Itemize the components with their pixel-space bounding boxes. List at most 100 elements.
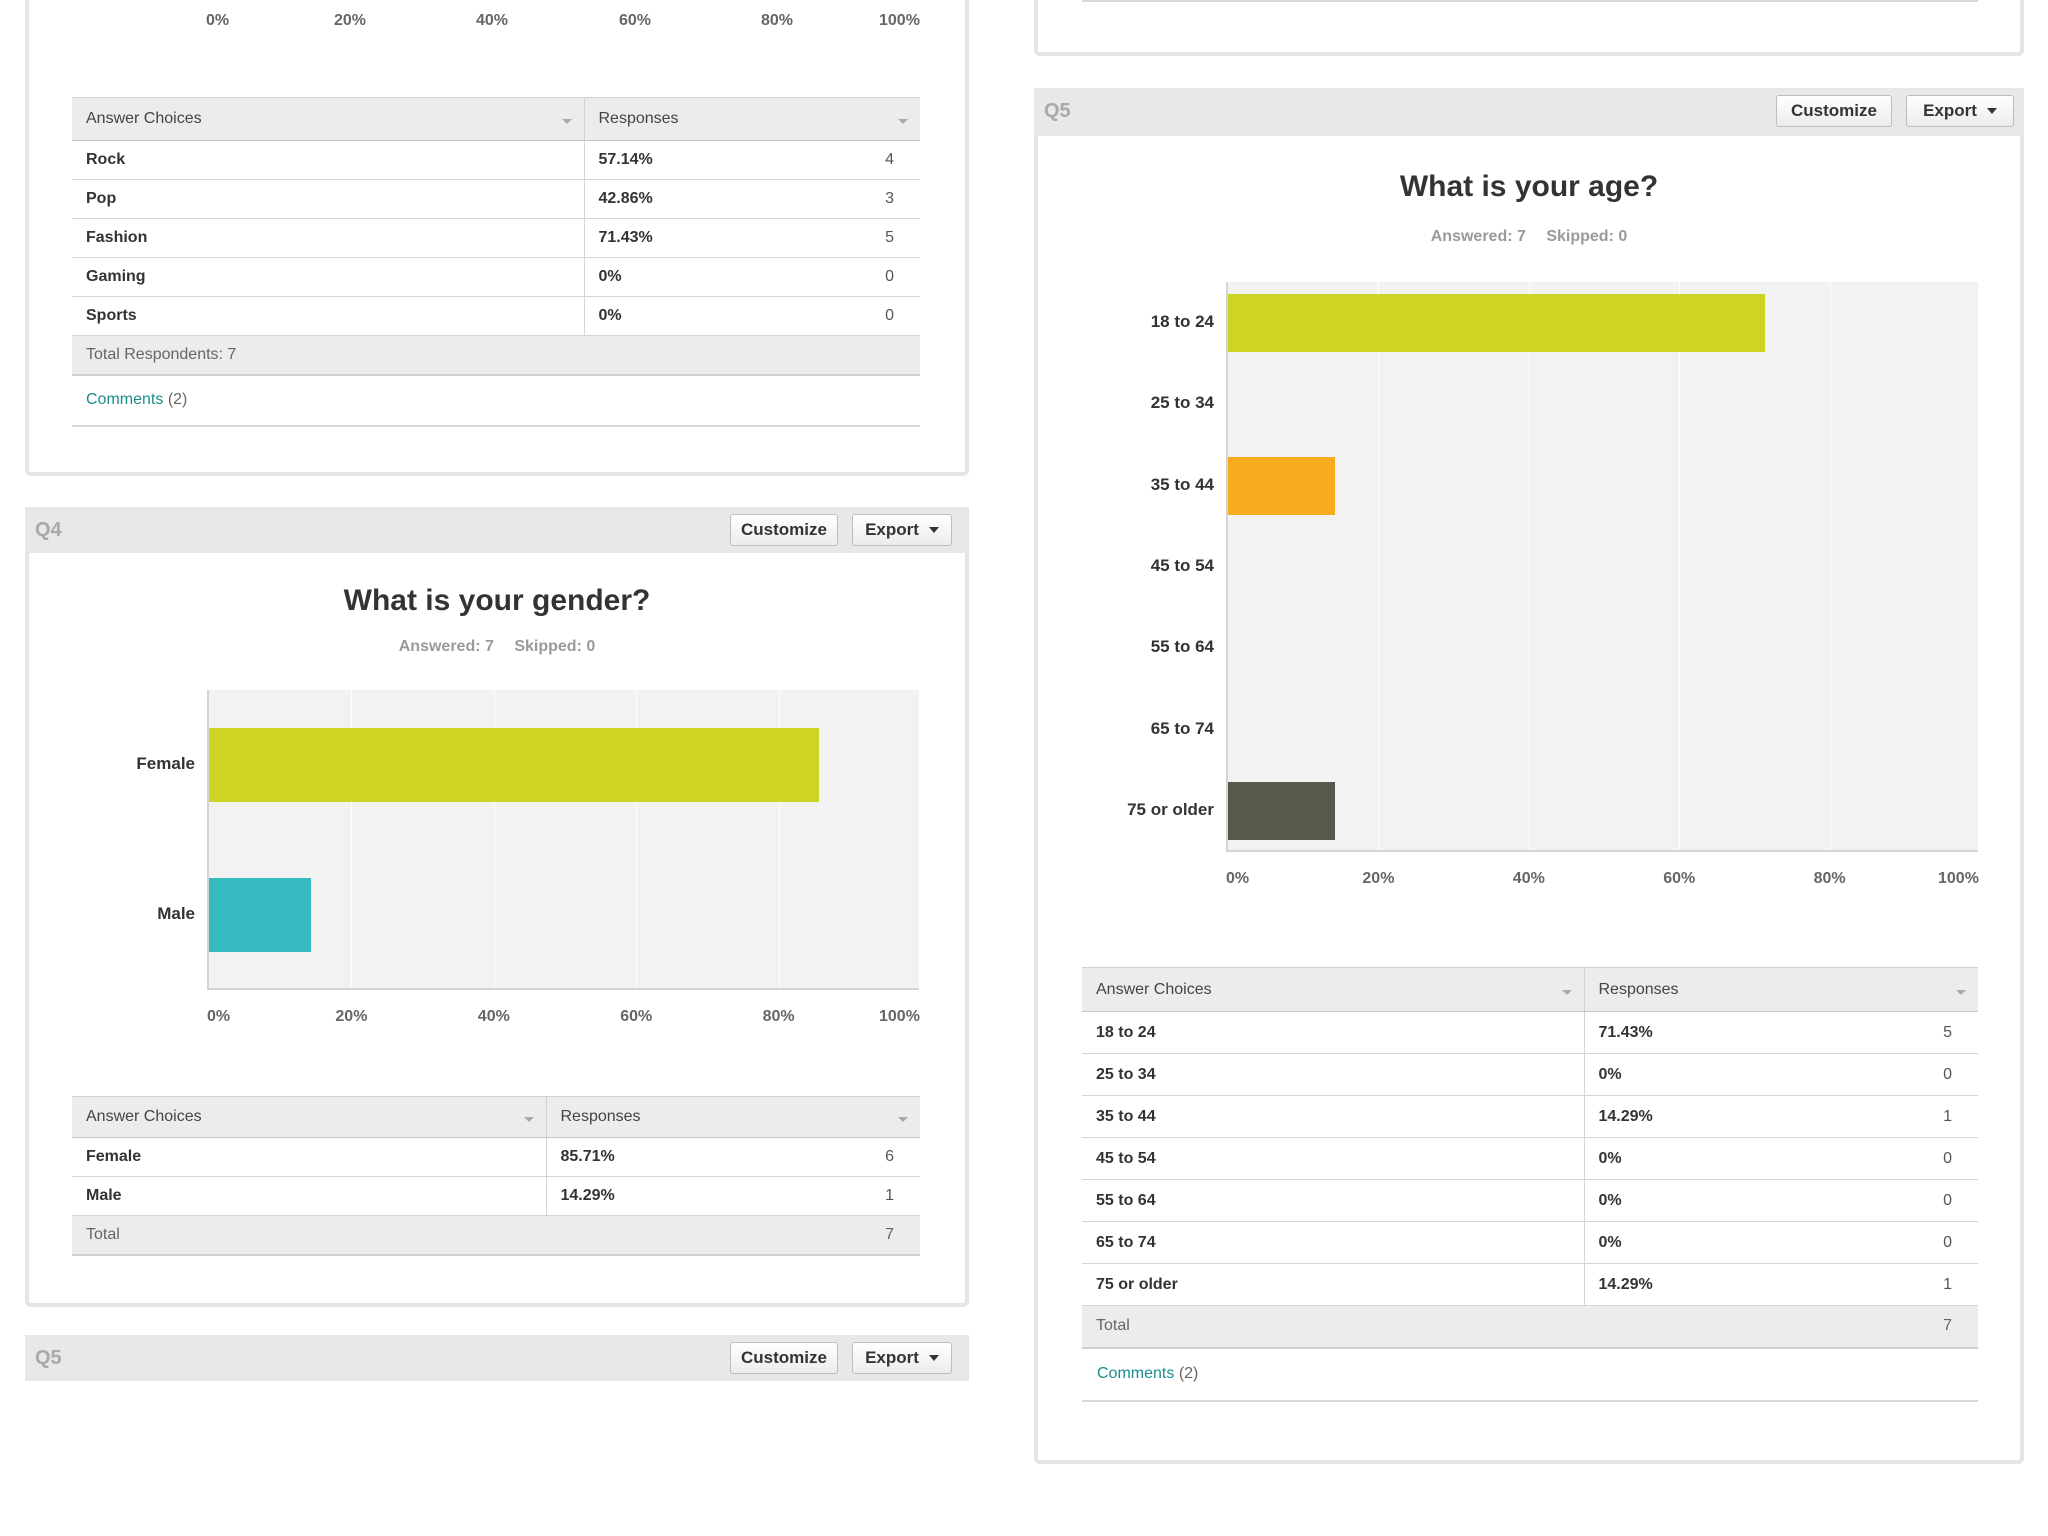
- comments-count: (2): [167, 391, 188, 408]
- bar-female[interactable]: [209, 728, 820, 802]
- tick-label: 100%: [879, 12, 920, 29]
- sort-arrow-icon[interactable]: [1561, 989, 1572, 995]
- gridline: [493, 690, 495, 988]
- total-row: Total 7: [72, 1215, 920, 1256]
- table-row: 75 or older 14.29% 1: [1082, 1263, 1978, 1306]
- chevron-down-icon: [928, 1355, 939, 1361]
- q5-results-table: Answer Choices Responses 18 to 24 71.43% 5…: [1082, 967, 1978, 1349]
- tick-label: 80%: [761, 12, 794, 29]
- x-tick-label: 80%: [762, 1008, 795, 1025]
- sort-arrow-icon[interactable]: [898, 1117, 908, 1122]
- bar-18-to-24[interactable]: [1228, 293, 1766, 352]
- column-header-answer-choices[interactable]: Answer Choices: [72, 1096, 546, 1138]
- tick-label: 20%: [334, 12, 367, 29]
- x-tick-label: 60%: [1663, 870, 1696, 887]
- category-label: 55 to 64: [1150, 637, 1214, 657]
- export-button[interactable]: Export: [852, 1342, 952, 1374]
- gridline: [1378, 282, 1380, 850]
- x-tick-label: 80%: [1813, 870, 1846, 887]
- q5-comments: Comments (2): [1097, 1365, 1198, 1383]
- comments-link[interactable]: Comments: [86, 391, 164, 408]
- answered-count: Answered: 7: [1430, 228, 1526, 245]
- table-row: Sports 0% 0: [72, 296, 920, 336]
- customize-button[interactable]: Customize: [730, 1342, 838, 1374]
- column-header-answer-choices[interactable]: Answer Choices: [1082, 967, 1584, 1012]
- sort-arrow-icon[interactable]: [561, 119, 572, 124]
- category-label: 45 to 54: [1150, 556, 1214, 575]
- table-row: 45 to 54 0% 0: [1082, 1137, 1978, 1180]
- gridline: [1528, 282, 1530, 850]
- q4-right-card-remnant: [1034, 0, 2024, 56]
- x-tick-label: 20%: [1362, 870, 1395, 887]
- chart-title: What is your age?: [1399, 170, 1659, 203]
- column-header-responses[interactable]: Responses: [545, 1096, 920, 1138]
- x-tick-label: 40%: [477, 1008, 510, 1025]
- plot-area: [1226, 282, 1978, 852]
- gridline: [778, 690, 780, 988]
- category-label: 35 to 44: [1150, 474, 1214, 494]
- customize-button[interactable]: Customize: [730, 514, 838, 546]
- q4-header: Q4 Customize Export: [25, 507, 969, 553]
- table-row: 55 to 64 0% 0: [1082, 1179, 1978, 1222]
- table-row: 18 to 24 71.43% 5: [1082, 1011, 1978, 1054]
- bar-male[interactable]: [209, 878, 311, 952]
- divider: [72, 425, 920, 427]
- category-label: Female: [136, 754, 195, 773]
- gridline: [1829, 282, 1831, 850]
- answered-count: Answered: 7: [398, 638, 494, 655]
- column-header-responses[interactable]: Responses: [583, 97, 920, 141]
- question-number: Q5: [35, 1347, 62, 1369]
- bar-75-or-older[interactable]: [1228, 782, 1336, 841]
- gridline: [1679, 282, 1681, 850]
- tick-label: 0%: [206, 12, 230, 29]
- comments-link[interactable]: Comments: [1097, 1365, 1175, 1382]
- divider: [1082, 0, 1978, 2]
- x-tick-label: 100%: [879, 1008, 920, 1025]
- q4-results-table: Answer Choices Responses Female 85.71% 6 M…: [72, 1096, 920, 1256]
- export-button[interactable]: Export: [852, 514, 952, 546]
- total-respondents-row: Total Respondents: 7: [72, 335, 920, 376]
- x-tick-label: 0%: [1226, 870, 1250, 887]
- q5-lower-header: Q5 Customize Export: [25, 1335, 969, 1381]
- x-tick-label: 20%: [335, 1008, 368, 1025]
- category-label: 65 to 74: [1150, 718, 1214, 738]
- category-label: 25 to 34: [1150, 393, 1214, 413]
- table-row: Rock 57.14% 4: [72, 140, 920, 180]
- x-tick-label: 100%: [1938, 870, 1979, 887]
- q3-results-table: Answer Choices Responses Rock 57.14% 4 Pop…: [72, 97, 920, 376]
- sort-arrow-icon[interactable]: [1956, 989, 1966, 995]
- x-tick-label: 0%: [207, 1008, 231, 1025]
- table-row: Fashion 71.43% 5: [72, 218, 920, 258]
- gridline: [351, 690, 353, 988]
- gridline: [636, 690, 638, 988]
- column-header-answer-choices[interactable]: Answer Choices: [72, 97, 584, 141]
- q5-header: Q5 Customize Export: [1034, 88, 2024, 136]
- answered-skipped: Answered: 7 Skipped: 0: [25, 638, 969, 656]
- category-label: 75 or older: [1127, 800, 1214, 820]
- x-tick-label: 60%: [620, 1008, 653, 1025]
- chart-title: What is your gender?: [343, 584, 651, 617]
- question-number: Q4: [35, 519, 62, 541]
- bar-35-to-44[interactable]: [1228, 456, 1336, 515]
- question-number: Q5: [1044, 100, 1071, 122]
- divider: [1082, 1400, 1978, 1402]
- customize-button[interactable]: Customize: [1776, 95, 1892, 127]
- category-label: Male: [157, 904, 195, 923]
- q3-comments: Comments (2): [86, 391, 187, 409]
- skipped-count: Skipped: 0: [514, 638, 596, 655]
- sort-arrow-icon[interactable]: [523, 1117, 534, 1122]
- tick-label: 60%: [619, 12, 652, 29]
- total-row: Total 7: [1082, 1305, 1978, 1349]
- tick-label: 40%: [476, 12, 509, 29]
- chevron-down-icon: [928, 527, 939, 533]
- answered-skipped: Answered: 7 Skipped: 0: [1034, 228, 2024, 246]
- skipped-count: Skipped: 0: [1546, 228, 1628, 245]
- table-row: Pop 42.86% 3: [72, 179, 920, 219]
- table-row: Male 14.29% 1: [72, 1176, 920, 1216]
- column-header-responses[interactable]: Responses: [1583, 967, 1978, 1012]
- sort-arrow-icon[interactable]: [898, 119, 908, 124]
- table-row: Gaming 0% 0: [72, 257, 920, 297]
- category-label: 18 to 24: [1150, 311, 1214, 331]
- export-button[interactable]: Export: [1906, 95, 2014, 127]
- table-row: 25 to 34 0% 0: [1082, 1053, 1978, 1096]
